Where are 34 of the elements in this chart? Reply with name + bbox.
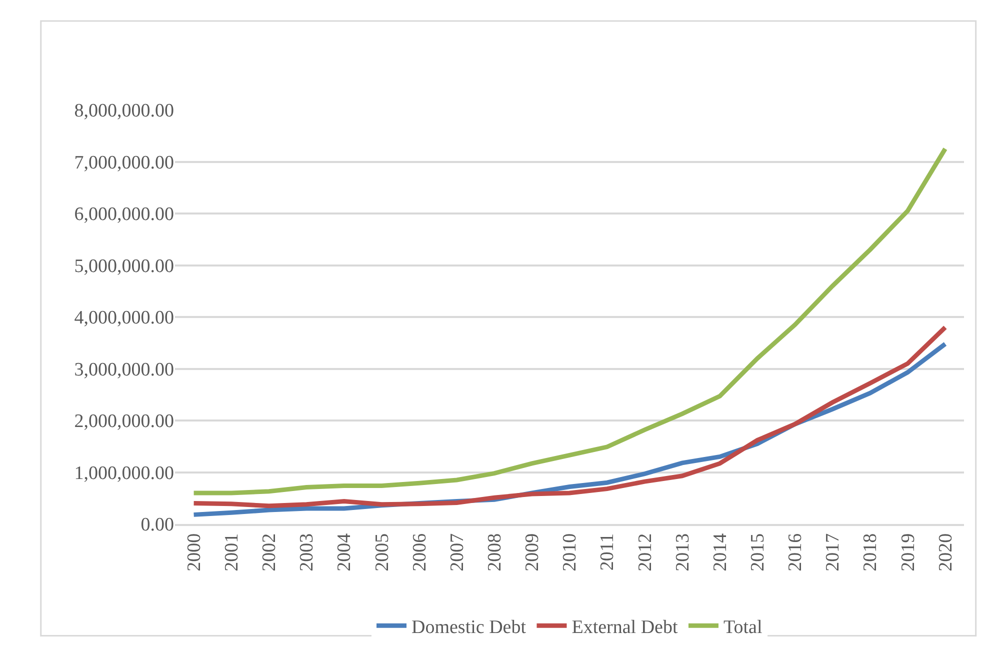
- y-tick-label: 1,000,000.00: [74, 462, 174, 484]
- y-tick-label: 8,000,000.00: [74, 100, 174, 122]
- x-tick-label: 2019: [898, 533, 919, 572]
- x-tick-label: 2004: [334, 532, 356, 572]
- x-tick-label: 2008: [484, 533, 506, 572]
- x-tick-label: 2011: [597, 533, 618, 571]
- x-tick-label: 2010: [560, 533, 581, 572]
- y-tick-label: 4,000,000.00: [74, 308, 174, 329]
- legend-label: External Debt: [572, 617, 678, 638]
- y-tick-label: 5,000,000.00: [74, 256, 174, 277]
- x-tick-label: 2020: [935, 533, 956, 572]
- legend-label: Domestic Debt: [412, 617, 527, 638]
- x-tick-label: 2001: [222, 533, 243, 572]
- x-tick-label: 2006: [409, 533, 430, 572]
- x-tick-label: 2016: [785, 533, 806, 572]
- y-tick-label: 0.00: [140, 514, 174, 536]
- x-tick-label: 2003: [296, 533, 318, 572]
- x-tick-label: 2015: [748, 533, 769, 572]
- x-tick-label: 2005: [372, 533, 393, 572]
- x-tick-label: 2002: [259, 533, 280, 572]
- y-tick-label: 3,000,000.00: [74, 359, 174, 380]
- x-tick-label: 2007: [446, 533, 468, 572]
- x-tick-label: 2013: [672, 533, 694, 572]
- x-tick-label: 2012: [634, 533, 656, 572]
- y-tick-label: 7,000,000.00: [74, 152, 174, 174]
- legend-label: Total: [723, 617, 762, 638]
- y-tick-label: 2,000,000.00: [74, 411, 174, 432]
- x-tick-label: 2009: [522, 533, 544, 572]
- x-tick-label: 2017: [822, 533, 844, 572]
- y-tick-label: 6,000,000.00: [74, 204, 174, 226]
- line-series: [192, 146, 948, 496]
- x-tick-label: 2000: [184, 533, 205, 572]
- x-tick-label: 2014: [710, 532, 731, 572]
- x-tick-label: 2018: [860, 533, 882, 572]
